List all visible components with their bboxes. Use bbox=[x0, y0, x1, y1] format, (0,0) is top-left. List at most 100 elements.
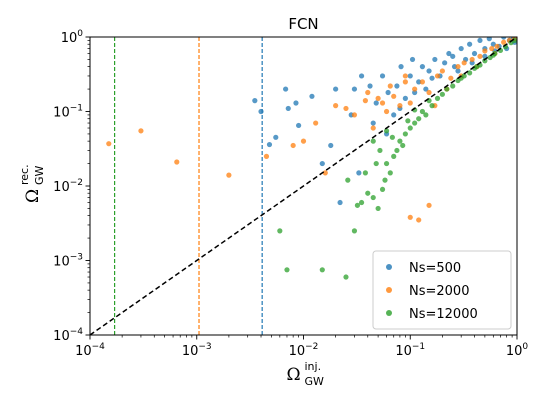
y-tick-exponent: −2 bbox=[70, 178, 83, 188]
data-point bbox=[273, 134, 279, 140]
data-point bbox=[391, 153, 397, 159]
data-point bbox=[370, 138, 376, 144]
data-point bbox=[394, 83, 400, 89]
data-point bbox=[407, 73, 413, 79]
data-point bbox=[391, 93, 397, 99]
data-point bbox=[439, 68, 445, 74]
data-point bbox=[426, 202, 432, 208]
data-point bbox=[432, 56, 438, 63]
data-point bbox=[322, 170, 328, 176]
x-tick-base: 10 bbox=[289, 344, 306, 359]
legend-label: Ns=2000 bbox=[409, 284, 469, 299]
data-point bbox=[365, 89, 371, 96]
data-point bbox=[407, 100, 413, 106]
data-point bbox=[486, 37, 492, 42]
data-point bbox=[402, 131, 408, 137]
y-tick-label: 10−3 bbox=[53, 253, 83, 270]
data-point bbox=[429, 75, 435, 81]
data-point bbox=[467, 41, 473, 47]
chart-title: FCN bbox=[288, 15, 318, 33]
data-point bbox=[423, 86, 429, 92]
data-point bbox=[419, 79, 426, 85]
data-point bbox=[379, 100, 386, 106]
data-point bbox=[477, 37, 483, 44]
x-tick-label: 10−1 bbox=[395, 342, 425, 359]
x-tick-exponent: −4 bbox=[92, 342, 106, 352]
y-tick-exponent: −3 bbox=[70, 253, 83, 263]
data-point bbox=[398, 64, 404, 70]
data-point bbox=[383, 128, 390, 134]
data-point bbox=[377, 147, 383, 154]
data-point bbox=[382, 177, 388, 183]
y-tick-exponent: −4 bbox=[70, 327, 84, 337]
x-label-symbol: Ω bbox=[286, 365, 300, 385]
data-point bbox=[358, 73, 365, 79]
data-point bbox=[409, 56, 416, 63]
data-point bbox=[405, 118, 411, 124]
data-point bbox=[343, 105, 349, 112]
data-point bbox=[383, 160, 390, 167]
data-point bbox=[446, 50, 452, 57]
data-point bbox=[434, 95, 441, 101]
data-point bbox=[385, 89, 391, 96]
x-label-subscript: GW bbox=[305, 375, 325, 388]
y-tick-base: 10 bbox=[61, 31, 78, 46]
data-point bbox=[455, 64, 461, 70]
legend: Ns=500 Ns=2000 Ns=12000 bbox=[372, 250, 512, 330]
data-point bbox=[416, 217, 422, 223]
data-point bbox=[423, 112, 429, 118]
y-tick-base: 10 bbox=[53, 255, 70, 270]
data-point bbox=[319, 160, 325, 167]
x-label-superscript: inj. bbox=[305, 360, 322, 373]
data-point bbox=[370, 125, 376, 131]
y-label-symbol: Ω bbox=[23, 189, 43, 203]
data-point bbox=[412, 86, 418, 92]
data-point bbox=[379, 186, 386, 193]
data-point bbox=[362, 98, 368, 104]
legend-label: Ns=500 bbox=[409, 261, 461, 276]
data-point bbox=[442, 60, 448, 66]
diagonal-line bbox=[89, 36, 518, 336]
data-point bbox=[263, 153, 270, 159]
data-point bbox=[501, 37, 507, 40]
x-tick-label: 100 bbox=[506, 342, 529, 359]
data-point bbox=[407, 125, 413, 131]
data-point bbox=[375, 205, 381, 212]
data-point bbox=[429, 103, 435, 109]
data-point bbox=[313, 120, 319, 126]
x-tick-label: 10−2 bbox=[289, 342, 319, 359]
y-tick-label: 10−4 bbox=[53, 327, 83, 344]
data-point bbox=[477, 53, 483, 59]
data-point bbox=[226, 172, 232, 178]
data-point bbox=[394, 147, 400, 154]
data-point bbox=[358, 199, 365, 206]
data-point bbox=[285, 105, 291, 112]
y-tick-label: 10−1 bbox=[53, 104, 83, 121]
data-point bbox=[489, 45, 495, 52]
data-point bbox=[467, 70, 473, 76]
data-point bbox=[407, 214, 413, 220]
data-point bbox=[458, 45, 464, 52]
data-point bbox=[419, 64, 426, 70]
data-point bbox=[455, 68, 461, 74]
diagonal-reference bbox=[89, 36, 518, 336]
data-point bbox=[370, 194, 376, 201]
legend-box bbox=[372, 250, 512, 330]
y-tick-label: 100 bbox=[61, 29, 84, 46]
legend-marker bbox=[386, 287, 392, 293]
data-point bbox=[138, 128, 144, 134]
y-tick-label: 10−2 bbox=[53, 178, 83, 195]
data-point bbox=[300, 138, 307, 144]
data-point bbox=[290, 142, 296, 149]
data-point bbox=[343, 274, 349, 280]
x-tick-base: 10 bbox=[75, 344, 92, 359]
y-tick-exponent: −1 bbox=[70, 104, 83, 114]
y-tick-base: 10 bbox=[53, 180, 70, 195]
data-point bbox=[474, 64, 480, 70]
x-tick-exponent: −1 bbox=[412, 342, 425, 352]
data-point bbox=[333, 86, 339, 92]
data-point bbox=[293, 100, 299, 106]
data-point bbox=[439, 91, 445, 97]
data-point bbox=[354, 202, 361, 208]
